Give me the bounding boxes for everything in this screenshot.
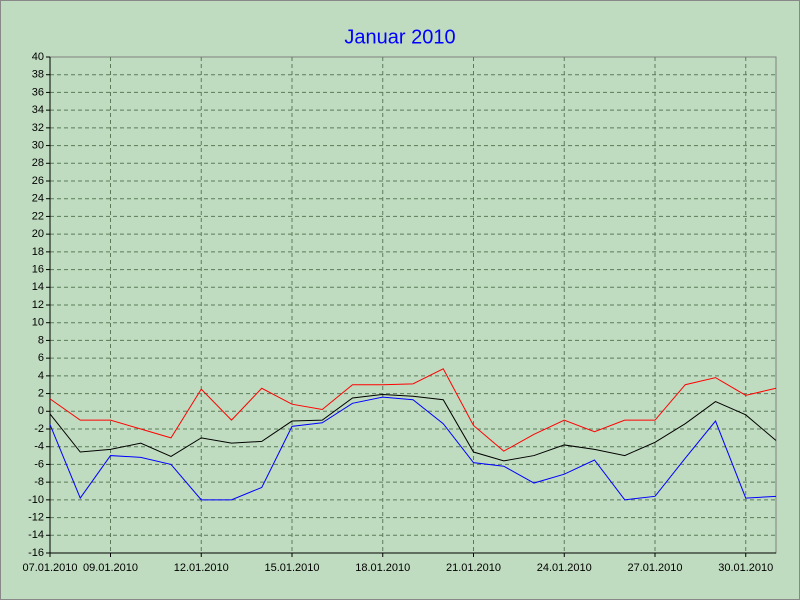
y-tick-label: 22 <box>32 210 44 222</box>
y-tick-label: -10 <box>28 494 44 506</box>
y-tick-label: 18 <box>32 246 44 258</box>
y-tick-label: 26 <box>32 175 44 187</box>
x-tick-label: 12.01.2010 <box>174 562 229 574</box>
y-tick-label: 32 <box>32 122 44 134</box>
series-line <box>49 396 777 501</box>
x-tick-label: 30.01.2010 <box>718 562 773 574</box>
x-tick-label: 24.01.2010 <box>537 562 592 574</box>
y-tick-label: 0 <box>38 405 44 417</box>
y-tick-label: 36 <box>32 86 44 98</box>
y-tick-label: -8 <box>34 476 44 488</box>
y-tick-label: 28 <box>32 157 44 169</box>
y-tick-label: -12 <box>28 511 44 523</box>
y-tick-label: 40 <box>32 51 44 63</box>
x-tick-label: 09.01.2010 <box>83 562 138 574</box>
y-tick-label: 6 <box>38 352 44 364</box>
y-tick-label: 34 <box>32 104 44 116</box>
series-line <box>49 368 777 452</box>
y-tick-label: -16 <box>28 547 44 559</box>
x-tick-label: 15.01.2010 <box>264 562 319 574</box>
y-tick-label: 8 <box>38 334 44 346</box>
y-tick-label: 30 <box>32 139 44 151</box>
y-tick-label: -4 <box>34 441 44 453</box>
y-tick-label: -6 <box>34 458 44 470</box>
y-tick-label: 10 <box>32 317 44 329</box>
y-tick-label: 4 <box>38 370 44 382</box>
y-tick-label: 2 <box>38 387 44 399</box>
y-tick-label: 12 <box>32 299 44 311</box>
chart-title: Januar 2010 <box>344 26 455 48</box>
y-tick-label: 20 <box>32 228 44 240</box>
series-line <box>49 393 777 462</box>
x-tick-label: 07.01.2010 <box>22 562 77 574</box>
x-tick-label: 27.01.2010 <box>627 562 682 574</box>
x-tick-label: 18.01.2010 <box>355 562 410 574</box>
y-tick-label: 38 <box>32 69 44 81</box>
x-tick-label: 21.01.2010 <box>446 562 501 574</box>
y-tick-label: 14 <box>32 281 44 293</box>
y-tick-label: -2 <box>34 423 44 435</box>
y-tick-label: 24 <box>32 193 44 205</box>
y-tick-label: -14 <box>28 529 44 541</box>
y-tick-label: 16 <box>32 263 44 275</box>
